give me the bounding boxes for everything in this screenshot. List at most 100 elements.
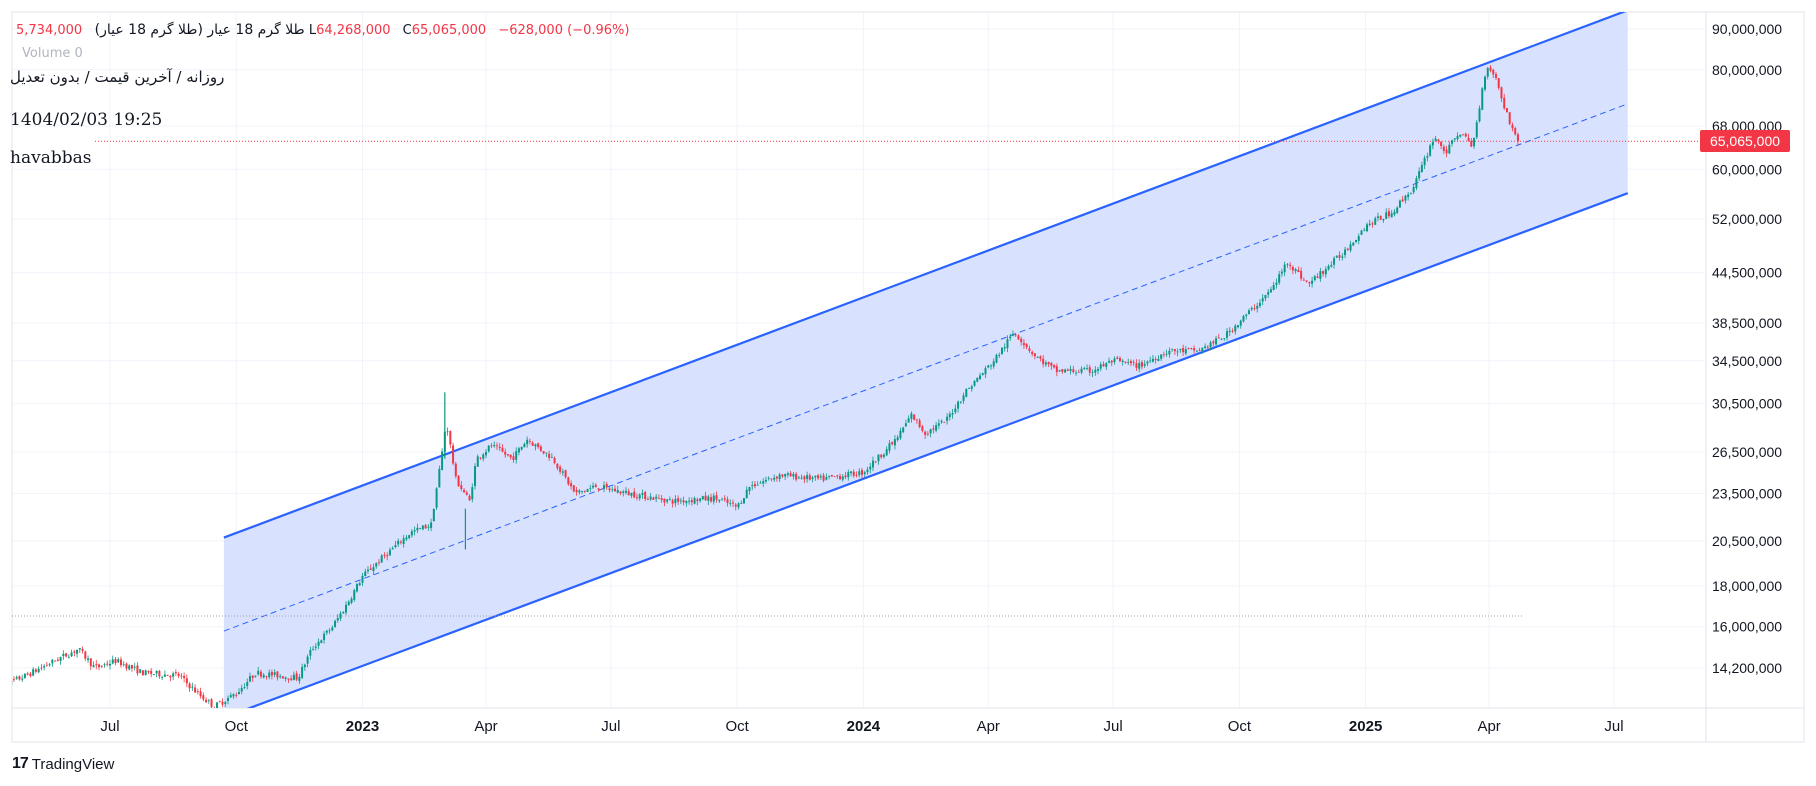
- candle-body: [410, 531, 413, 536]
- candle-body: [1324, 269, 1327, 275]
- candle-body: [1182, 348, 1185, 353]
- candle-body: [270, 672, 273, 676]
- candle-body: [1269, 289, 1272, 293]
- candle-body: [885, 449, 888, 456]
- candle-body: [1151, 358, 1154, 362]
- candle-body: [1393, 211, 1396, 215]
- candle-body: [841, 476, 844, 480]
- symbol-legend: طلا گرم 18 عیار (طلا گرم 18 عیار) 5,734,…: [10, 22, 629, 38]
- tradingview-brand[interactable]: 17 TradingView: [12, 755, 114, 773]
- channel-upper-line: [223, 12, 1627, 539]
- candle-body: [1069, 368, 1072, 372]
- candle-body: [1291, 266, 1294, 271]
- candle-body: [685, 500, 688, 504]
- volume-value: 0: [74, 46, 83, 61]
- candle-body: [1275, 282, 1278, 285]
- candle-body: [1330, 264, 1333, 267]
- candle-body: [721, 499, 724, 501]
- candle-body: [559, 466, 562, 472]
- candle-body: [605, 483, 608, 488]
- candle-body: [1053, 365, 1056, 368]
- candle-body: [136, 665, 139, 674]
- candle-body: [1305, 280, 1308, 282]
- candle-body: [1431, 142, 1434, 146]
- candle-body: [1489, 67, 1492, 71]
- candle-body: [221, 701, 224, 705]
- candle-body: [45, 664, 48, 666]
- candle-body: [1204, 346, 1207, 349]
- candle-body: [616, 490, 619, 493]
- candle-body: [1492, 69, 1495, 75]
- candle-body: [339, 613, 342, 619]
- price-tick-label: 23,500,000: [1712, 486, 1782, 502]
- candle-body: [95, 664, 98, 666]
- candle-body: [246, 682, 249, 687]
- candle-body: [553, 457, 556, 463]
- candle-body: [471, 487, 474, 500]
- candle-body: [210, 699, 213, 707]
- candle-body: [1099, 364, 1102, 369]
- candle-body: [356, 584, 359, 592]
- candle-body: [1176, 351, 1179, 353]
- volume-legend: Volume 0: [22, 46, 83, 61]
- candle-body: [652, 497, 655, 500]
- candle-body: [144, 670, 147, 676]
- candle-body: [613, 488, 616, 492]
- candle-body: [567, 477, 570, 485]
- candle-body: [718, 499, 721, 502]
- time-tick-label: Apr: [474, 718, 497, 735]
- candle-body: [224, 702, 227, 704]
- candle-body: [1473, 137, 1476, 147]
- time-tick-label: Oct: [225, 718, 249, 735]
- candle-body: [550, 457, 553, 458]
- candle-body: [361, 575, 364, 583]
- candle-body: [649, 496, 652, 500]
- candle-body: [490, 445, 493, 447]
- candle-body: [921, 426, 924, 431]
- candle-body: [1503, 97, 1506, 109]
- candle-body: [899, 430, 902, 439]
- candle-body: [729, 503, 732, 505]
- candle-body: [334, 620, 337, 627]
- candle-body: [1080, 368, 1083, 373]
- candle-body: [111, 659, 114, 664]
- candle-body: [498, 446, 501, 448]
- candle-body: [962, 395, 965, 401]
- candle-body: [800, 477, 803, 479]
- candle-body: [663, 498, 666, 503]
- candle-body: [704, 495, 707, 501]
- candle-body: [1470, 140, 1473, 147]
- candle-body: [863, 472, 866, 475]
- time-tick-label: 2025: [1349, 718, 1382, 735]
- candle-body: [413, 530, 416, 532]
- candle-body: [336, 617, 339, 621]
- candle-body: [1420, 164, 1423, 173]
- ohlc-partial-value: 5,734,000: [16, 23, 83, 38]
- candle-body: [795, 473, 798, 480]
- candle-body: [130, 665, 133, 669]
- candle-body: [446, 431, 449, 433]
- candle-body: [627, 491, 630, 496]
- candle-body: [125, 663, 128, 669]
- low-value: 64,268,000: [316, 23, 391, 38]
- candle-body: [1044, 362, 1047, 365]
- candle-body: [1179, 349, 1182, 351]
- candle-body: [358, 583, 361, 586]
- candle-body: [328, 630, 331, 632]
- candle-body: [891, 442, 894, 445]
- candle-body: [1365, 224, 1368, 232]
- candle-body: [345, 604, 348, 613]
- candle-body: [408, 535, 411, 538]
- candle-body: [803, 476, 806, 480]
- candle-body: [1311, 280, 1314, 284]
- candle-body: [235, 694, 238, 696]
- candle-body: [710, 497, 713, 502]
- candle-body: [191, 686, 194, 688]
- candle-body: [432, 509, 435, 522]
- candle-body: [92, 665, 95, 668]
- candle-body: [1280, 271, 1283, 274]
- ohlc-readout: 5,734,000 L64,268,000 C65,065,000 −628,0…: [16, 23, 629, 38]
- candle-body: [265, 676, 268, 678]
- candle-body: [106, 663, 109, 665]
